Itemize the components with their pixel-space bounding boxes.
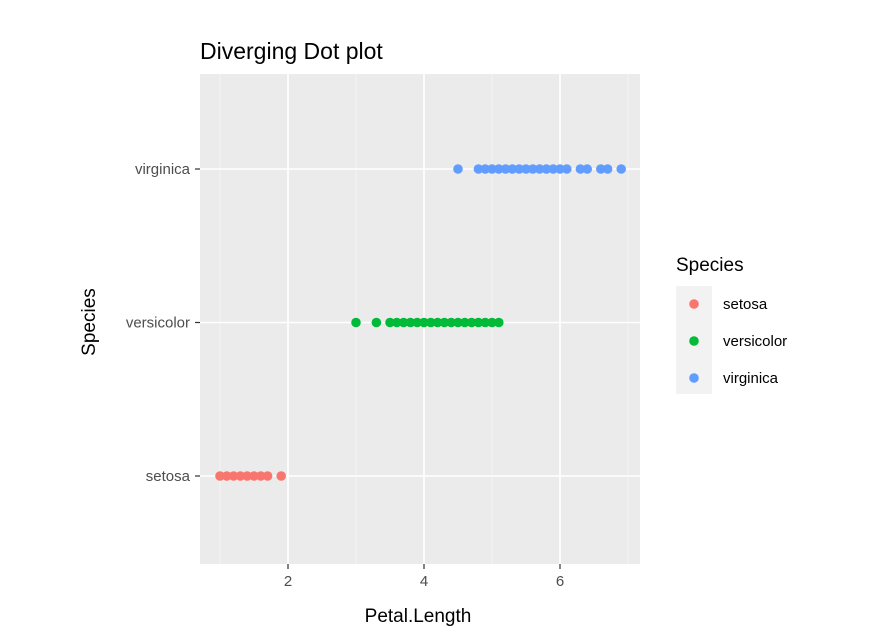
data-point	[453, 164, 463, 174]
data-point	[575, 164, 586, 174]
data-point	[596, 164, 606, 174]
data-point	[473, 317, 484, 328]
data-point	[487, 317, 497, 328]
y-tick-label: versicolor	[126, 315, 190, 332]
legend-label: versicolor	[723, 333, 787, 350]
y-axis: setosa versicolor virginica	[126, 161, 200, 485]
data-point	[602, 164, 613, 174]
legend-label: virginica	[723, 370, 779, 387]
data-point	[371, 317, 382, 328]
data-point	[500, 164, 511, 174]
data-point	[480, 164, 491, 174]
data-point	[432, 317, 443, 328]
data-point	[439, 317, 450, 328]
data-point	[453, 317, 463, 328]
data-point	[514, 164, 524, 174]
y-tick-label: setosa	[146, 468, 191, 485]
data-point	[242, 471, 252, 481]
legend-title: Species	[676, 255, 744, 276]
data-point	[412, 317, 423, 328]
chart-title: Diverging Dot plot	[200, 38, 383, 64]
data-point	[562, 164, 572, 174]
data-point	[255, 471, 266, 481]
legend-key	[689, 299, 699, 309]
data-point	[351, 317, 361, 328]
y-axis-title: Species	[79, 288, 100, 356]
legend: Species setosa versicolor virginica	[676, 255, 787, 394]
data-point	[426, 317, 436, 328]
data-point	[228, 471, 239, 481]
data-point	[385, 317, 395, 328]
data-point	[392, 317, 402, 328]
data-point	[582, 164, 592, 174]
data-point	[528, 164, 538, 174]
data-point	[521, 164, 531, 174]
legend-label: setosa	[723, 296, 768, 313]
x-axis: 2 4 6	[284, 564, 564, 590]
legend-key	[689, 336, 699, 346]
data-point	[235, 471, 246, 481]
data-point	[548, 164, 558, 174]
data-point	[494, 164, 504, 174]
data-point	[555, 164, 565, 174]
data-point	[419, 317, 429, 328]
data-points	[215, 164, 626, 481]
x-tick-label: 4	[420, 573, 428, 590]
data-point	[460, 317, 470, 328]
legend-key	[689, 373, 699, 383]
data-point	[541, 164, 552, 174]
data-point	[466, 317, 477, 328]
x-tick-label: 6	[556, 573, 564, 590]
data-point	[616, 164, 626, 174]
data-point	[262, 471, 273, 481]
data-point	[534, 164, 545, 174]
data-point	[405, 317, 416, 328]
data-point	[446, 317, 457, 328]
x-axis-title: Petal.Length	[365, 606, 472, 627]
y-tick-label: virginica	[135, 161, 191, 178]
data-point	[215, 471, 225, 481]
data-point	[222, 471, 232, 481]
data-point	[249, 471, 259, 481]
data-point	[494, 317, 504, 328]
data-point	[398, 317, 409, 328]
data-point	[480, 317, 491, 328]
data-point	[507, 164, 518, 174]
data-point	[473, 164, 484, 174]
data-point	[487, 164, 497, 174]
x-tick-label: 2	[284, 573, 292, 590]
data-point	[276, 471, 287, 481]
